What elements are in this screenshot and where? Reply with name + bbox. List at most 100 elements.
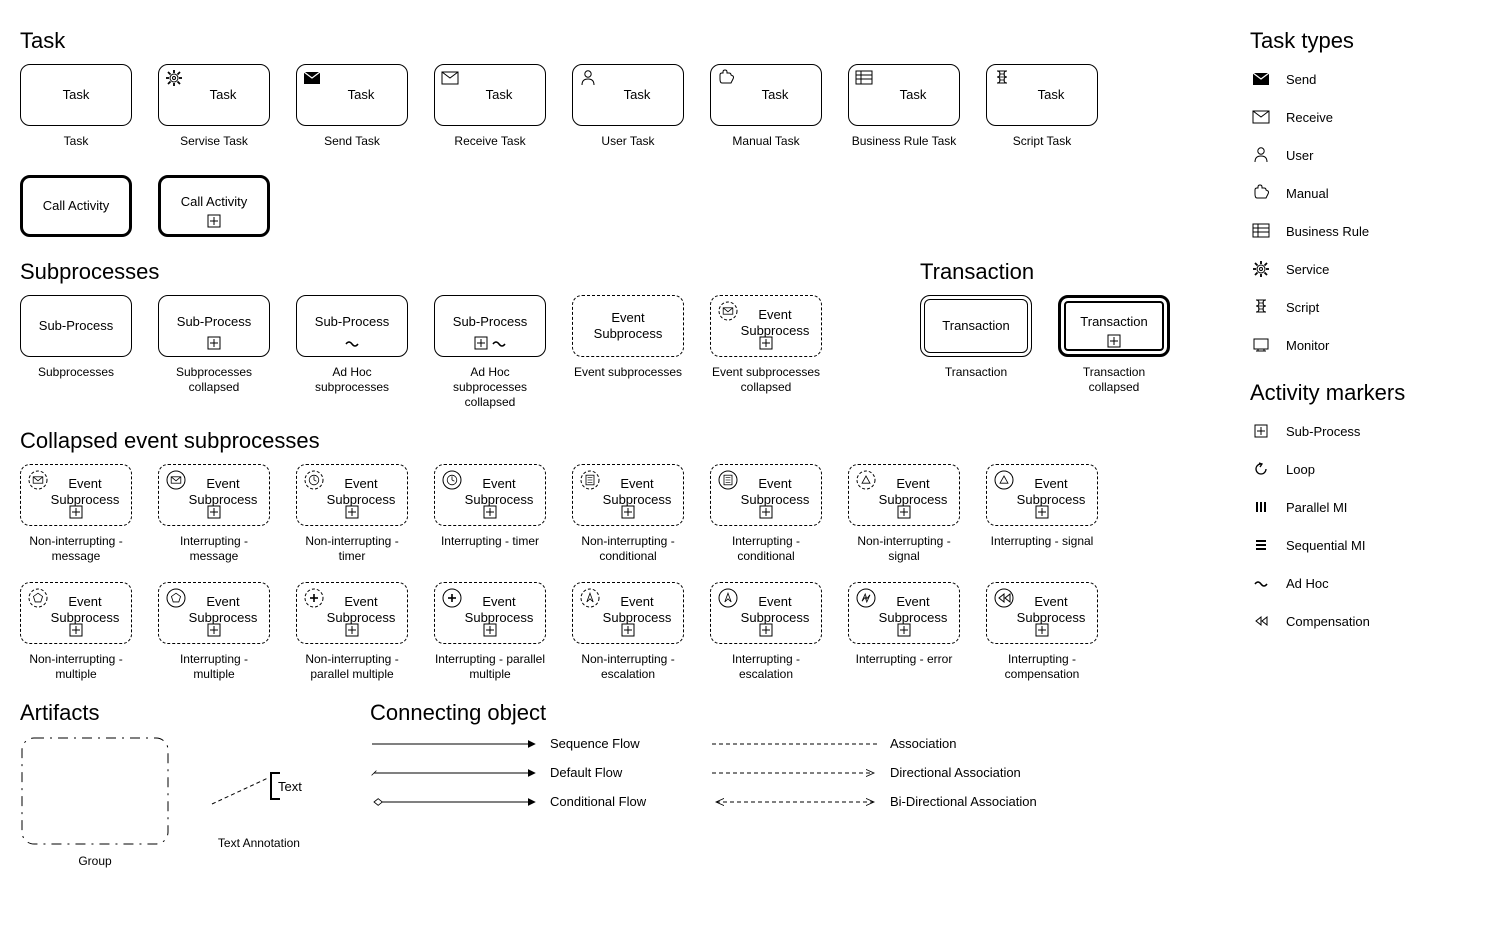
- service-icon: [165, 69, 183, 87]
- e-pmulti-icon: [303, 587, 325, 609]
- e-error-icon: [855, 587, 877, 609]
- send-icon: [303, 69, 321, 87]
- rule-icon: [1250, 222, 1272, 240]
- leg-loop: Loop: [1286, 462, 1315, 477]
- receive-icon: [441, 69, 459, 87]
- task-receive: Task: [434, 64, 546, 126]
- leg-smi: Sequential MI: [1286, 538, 1366, 553]
- title-subprocesses: Subprocesses: [20, 259, 880, 285]
- e-escal-icon: [579, 587, 601, 609]
- cap-task-5: Manual Task: [732, 134, 799, 149]
- sequence-flow-line: [370, 737, 540, 751]
- e-escal-icon: [717, 587, 739, 609]
- event-subprocess-item: Event Subprocess: [20, 582, 132, 644]
- m-comp-icon: [993, 587, 1015, 609]
- task-rule: Task: [848, 64, 960, 126]
- cap-textann: Text Annotation: [210, 836, 308, 851]
- leg-comp: Compensation: [1286, 614, 1370, 629]
- cap-collapsed: Interrupting - escalation: [710, 652, 822, 682]
- event-subprocess-item: Event Subprocess: [296, 582, 408, 644]
- task-row: TaskTask TaskServise Task TaskSend Task …: [20, 64, 1220, 237]
- title-activity-markers: Activity markers: [1250, 380, 1500, 406]
- event-subprocess-collapsed: Event Subprocess: [710, 295, 822, 357]
- cap-collapsed: Interrupting - parallel multiple: [434, 652, 546, 682]
- e-cond-icon: [717, 469, 739, 491]
- e-pmulti-icon: [441, 587, 463, 609]
- cap-collapsed: Non-interrupting - signal: [848, 534, 960, 564]
- adhoc-marker-icon: [1250, 576, 1272, 590]
- title-artifacts: Artifacts: [20, 700, 330, 726]
- cap-collapsed: Non-interrupting - parallel multiple: [296, 652, 408, 682]
- event-subprocess-item: Event Subprocess: [296, 464, 408, 526]
- subprocess: Sub-Process: [20, 295, 132, 357]
- task-script: Task: [986, 64, 1098, 126]
- cap-collapsed: Interrupting - signal: [991, 534, 1094, 549]
- script-icon: [1250, 298, 1272, 316]
- cap-trans-0: Transaction: [945, 365, 1007, 380]
- cap-task-4: User Task: [601, 134, 654, 149]
- event-subprocess-item: Event Subprocess: [986, 582, 1098, 644]
- call-activity-collapsed: Call Activity: [158, 175, 270, 237]
- leg-rule: Business Rule: [1286, 224, 1369, 239]
- text-annotation-line: [210, 766, 270, 806]
- e-timer-icon: [441, 469, 463, 491]
- service-icon: [1250, 260, 1272, 278]
- title-collapsed: Collapsed event subprocesses: [20, 428, 1220, 454]
- event-subprocess-item: Event Subprocess: [158, 464, 270, 526]
- group-shape: [20, 736, 170, 846]
- transaction: Transaction: [920, 295, 1032, 357]
- e-msg-icon: [27, 469, 49, 491]
- parallel-mi-marker-icon: [1250, 500, 1272, 514]
- cap-task-6: Business Rule Task: [852, 134, 957, 149]
- event-subprocess-item: Event Subprocess: [848, 464, 960, 526]
- leg-pmi: Parallel MI: [1286, 500, 1347, 515]
- monitor-icon: [1250, 336, 1272, 354]
- event-subprocess-item: Event Subprocess: [986, 464, 1098, 526]
- call-activity: Call Activity: [20, 175, 132, 237]
- leg-receive: Receive: [1286, 110, 1333, 125]
- compensation-marker-icon: [1250, 614, 1272, 628]
- cap-group: Group: [20, 854, 170, 869]
- conditional-flow-line: [370, 795, 540, 809]
- event-subprocess-item: Event Subprocess: [848, 582, 960, 644]
- cap-sub-2: Ad Hoc subprocesses: [296, 365, 408, 395]
- leg-script: Script: [1286, 300, 1319, 315]
- cap-sub-0: Subprocesses: [38, 365, 114, 380]
- cap-collapsed: Interrupting - compensation: [986, 652, 1098, 682]
- activity-markers-legend: Sub-Process Loop Parallel MI Sequential …: [1250, 416, 1500, 636]
- rule-icon: [855, 69, 873, 87]
- subprocess-adhoc: Sub-Process: [296, 295, 408, 357]
- task-service: Task: [158, 64, 270, 126]
- e-msg-icon: [165, 469, 187, 491]
- cap-task-2: Send Task: [324, 134, 380, 149]
- event-subprocess-item: Event Subprocess: [710, 464, 822, 526]
- cap-task-3: Receive Task: [454, 134, 525, 149]
- lbl-bassoc: Bi-Directional Association: [890, 794, 1090, 809]
- task-send: Task: [296, 64, 408, 126]
- title-task-types: Task types: [1250, 28, 1500, 54]
- event-subprocess-item: Event Subprocess: [572, 582, 684, 644]
- receive-icon: [1250, 108, 1272, 126]
- cap-collapsed: Interrupting - message: [158, 534, 270, 564]
- lbl-dassoc: Directional Association: [890, 765, 1090, 780]
- manual-icon: [717, 69, 735, 87]
- task-types-legend: Send Receive User Manual Business Rule S…: [1250, 64, 1500, 360]
- event-subprocess-item: Event Subprocess: [158, 582, 270, 644]
- task-plain: Task: [20, 64, 132, 126]
- user-icon: [1250, 146, 1272, 164]
- cap-sub-3: Ad Hoc subprocesses collapsed: [434, 365, 546, 410]
- task-user: Task: [572, 64, 684, 126]
- send-icon: [1250, 70, 1272, 88]
- subprocess-collapsed: Sub-Process: [158, 295, 270, 357]
- loop-marker-icon: [1250, 462, 1272, 476]
- leg-sub: Sub-Process: [1286, 424, 1360, 439]
- script-icon: [993, 69, 1011, 87]
- event-subprocess-item: Event Subprocess: [572, 464, 684, 526]
- subprocess-adhoc-collapsed: Sub-Process: [434, 295, 546, 357]
- leg-manual: Manual: [1286, 186, 1329, 201]
- cap-task-0: Task: [64, 134, 89, 149]
- lbl-assoc: Association: [890, 736, 1090, 751]
- default-flow-line: [370, 766, 540, 780]
- event-subprocess-item: Event Subprocess: [710, 582, 822, 644]
- subprocess-marker-icon: [161, 214, 267, 228]
